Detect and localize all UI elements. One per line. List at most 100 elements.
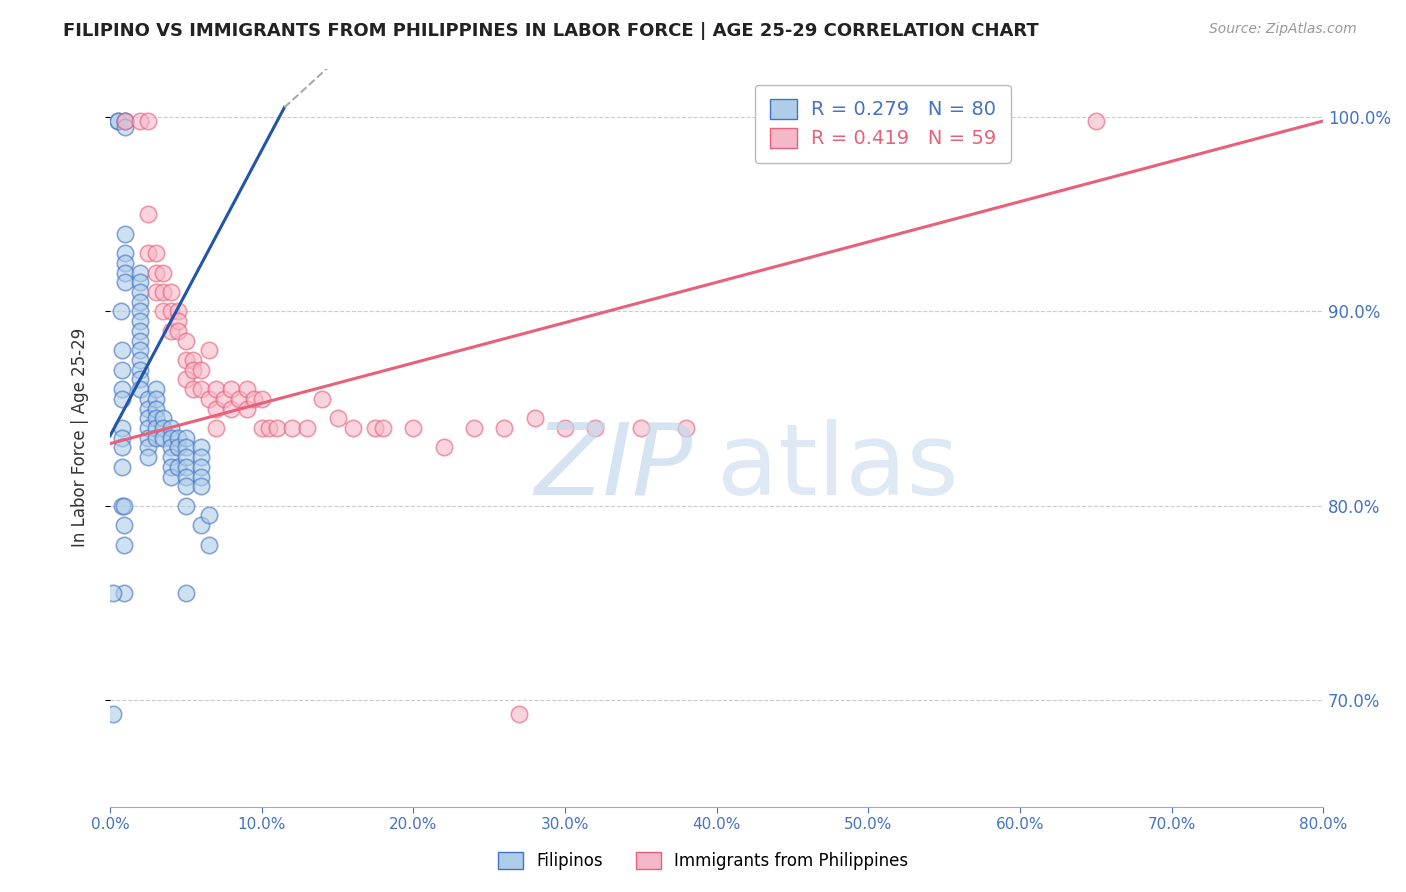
Point [152, 431, 174, 445]
Point [190, 479, 212, 493]
Point [145, 421, 167, 435]
Point [114, 227, 136, 241]
Point [111, 392, 134, 406]
Point [136, 450, 159, 465]
Point [183, 353, 205, 368]
Point [197, 538, 219, 552]
Point [129, 334, 152, 348]
Point [205, 421, 228, 435]
Point [145, 431, 167, 445]
Point [152, 421, 174, 435]
Legend: Filipinos, Immigrants from Philippines: Filipinos, Immigrants from Philippines [491, 845, 915, 877]
Point [235, 382, 257, 396]
Point [129, 363, 152, 377]
Point [183, 363, 205, 377]
Point [523, 411, 546, 425]
Point [152, 411, 174, 425]
Point [101, 706, 124, 721]
Point [212, 392, 235, 406]
Point [136, 246, 159, 260]
Point [159, 441, 181, 455]
Point [129, 353, 152, 368]
Point [159, 421, 181, 435]
Point [221, 382, 243, 396]
Point [129, 314, 152, 328]
Point [111, 343, 134, 358]
Point [112, 538, 135, 552]
Point [174, 450, 197, 465]
Point [508, 706, 530, 721]
Point [159, 431, 181, 445]
Y-axis label: In Labor Force | Age 25-29: In Labor Force | Age 25-29 [72, 328, 89, 548]
Point [197, 508, 219, 523]
Point [152, 285, 174, 299]
Text: FILIPINO VS IMMIGRANTS FROM PHILIPPINES IN LABOR FORCE | AGE 25-29 CORRELATION C: FILIPINO VS IMMIGRANTS FROM PHILIPPINES … [63, 22, 1039, 40]
Point [145, 266, 167, 280]
Point [197, 343, 219, 358]
Point [112, 586, 135, 600]
Point [197, 392, 219, 406]
Point [129, 294, 152, 309]
Point [159, 324, 181, 338]
Point [167, 304, 190, 318]
Point [174, 499, 197, 513]
Point [675, 421, 697, 435]
Point [114, 120, 136, 134]
Point [190, 518, 212, 533]
Point [129, 266, 152, 280]
Point [145, 392, 167, 406]
Point [259, 421, 281, 435]
Point [174, 479, 197, 493]
Point [190, 441, 212, 455]
Point [111, 431, 134, 445]
Point [174, 353, 197, 368]
Point [250, 392, 273, 406]
Point [145, 382, 167, 396]
Point [554, 421, 576, 435]
Point [114, 275, 136, 289]
Point [129, 324, 152, 338]
Point [183, 382, 205, 396]
Point [159, 304, 181, 318]
Text: ZIP: ZIP [534, 418, 692, 516]
Point [145, 285, 167, 299]
Point [311, 392, 333, 406]
Point [221, 401, 243, 416]
Point [145, 411, 167, 425]
Point [266, 421, 288, 435]
Point [250, 421, 273, 435]
Point [114, 246, 136, 260]
Point [159, 285, 181, 299]
Point [295, 421, 318, 435]
Point [129, 114, 152, 128]
Point [129, 304, 152, 318]
Point [129, 275, 152, 289]
Point [111, 459, 134, 474]
Point [167, 431, 190, 445]
Point [174, 431, 197, 445]
Point [167, 314, 190, 328]
Point [112, 499, 135, 513]
Point [110, 304, 132, 318]
Point [174, 441, 197, 455]
Point [129, 343, 152, 358]
Point [167, 324, 190, 338]
Point [145, 401, 167, 416]
Point [111, 499, 134, 513]
Point [136, 207, 159, 221]
Point [136, 401, 159, 416]
Point [190, 363, 212, 377]
Point [167, 459, 190, 474]
Point [114, 114, 136, 128]
Point [167, 441, 190, 455]
Point [228, 392, 250, 406]
Point [145, 246, 167, 260]
Point [190, 459, 212, 474]
Point [174, 459, 197, 474]
Point [129, 372, 152, 386]
Text: atlas: atlas [717, 418, 959, 516]
Point [111, 421, 134, 435]
Point [111, 441, 134, 455]
Point [433, 441, 456, 455]
Point [136, 421, 159, 435]
